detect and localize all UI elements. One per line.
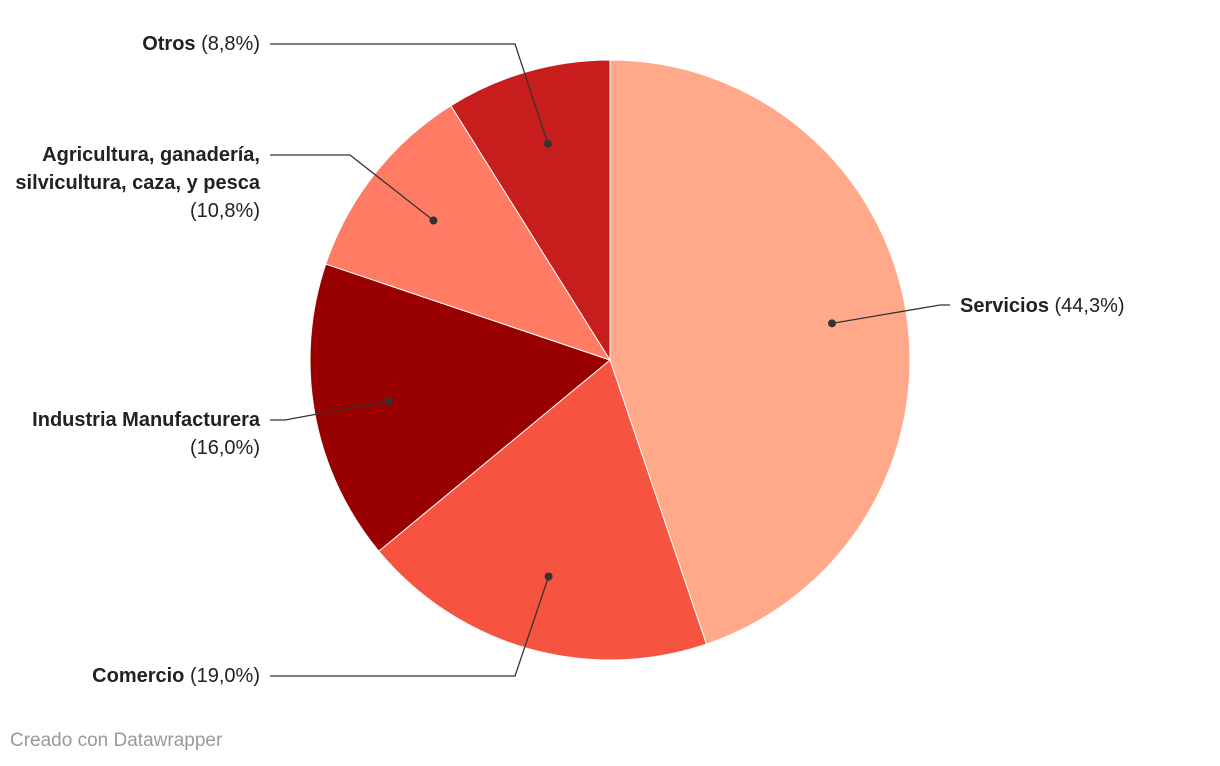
pie-slice bbox=[378, 359, 708, 661]
slice-label: Servicios (44,3%) bbox=[960, 292, 1125, 320]
leader-dot bbox=[544, 572, 553, 581]
pie-slice bbox=[450, 59, 611, 362]
slice-label: Industria Manufacturera (16,0%) bbox=[5, 406, 260, 462]
leader-dot bbox=[827, 319, 836, 328]
category-label: Comercio bbox=[92, 665, 185, 687]
leader-dot bbox=[543, 139, 552, 148]
slice-label: Comercio (19,0%) bbox=[5, 662, 260, 690]
leader-line bbox=[270, 576, 550, 677]
credit: Creado con Datawrapper bbox=[10, 730, 223, 751]
slice-label: Otros (8,8%) bbox=[5, 30, 260, 58]
leader-line bbox=[270, 154, 434, 222]
value-label: (10,8%) bbox=[189, 200, 260, 222]
value-label: (19,0%) bbox=[189, 665, 260, 687]
slice-label: Agricultura, ganadería, silvicultura, ca… bbox=[5, 141, 260, 225]
category-label: Industria Manufacturera bbox=[32, 409, 260, 431]
leader-line bbox=[270, 43, 549, 144]
leader-line bbox=[270, 400, 389, 421]
category-label: Servicios bbox=[960, 295, 1049, 317]
leader-dot bbox=[429, 216, 438, 225]
leader-dot bbox=[384, 396, 393, 405]
category-label: Otros bbox=[142, 33, 196, 55]
value-label: (16,0%) bbox=[189, 437, 260, 459]
category-label: Agricultura, ganadería, silvicultura, ca… bbox=[15, 144, 260, 194]
value-label: (44,3%) bbox=[1054, 295, 1125, 317]
leader-line bbox=[831, 304, 950, 324]
value-label: (8,8%) bbox=[201, 33, 260, 55]
